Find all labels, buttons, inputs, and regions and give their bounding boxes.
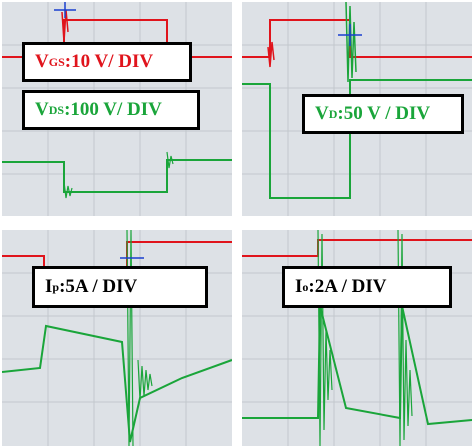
label-ip-text: :5A / DIV: [59, 276, 138, 297]
label-vd-text: :50 V / DIV: [337, 103, 431, 124]
cursor-marker: [54, 2, 76, 18]
label-vds-text: :100 V/ DIV: [64, 99, 162, 120]
label-vd-name: V: [315, 103, 329, 124]
vds-ringing: [63, 151, 174, 199]
io-trace: [242, 305, 472, 426]
label-ip-name: I: [45, 276, 53, 297]
ip-ringing: [126, 230, 153, 446]
label-io-name: I: [295, 276, 303, 297]
scope-trace-bottom-right: [242, 230, 472, 446]
vd-trace: [242, 79, 472, 199]
label-vd-sub: D: [328, 106, 338, 121]
vgs-trace: [242, 19, 472, 58]
label-io-sub: o: [302, 279, 309, 294]
label-vds-sub: DS: [48, 102, 65, 117]
io-ringing: [317, 230, 413, 446]
label-vgs-name: V: [35, 51, 49, 72]
label-vgs-text: :10 V/ DIV: [64, 51, 154, 72]
vgs-trace: [242, 239, 472, 257]
scope-trace-bottom-left: [2, 230, 232, 446]
ip-trace: [2, 324, 232, 443]
label-ip-sub: p: [52, 279, 60, 294]
vgs-spike: [61, 9, 69, 43]
label-vgs-sub: GS: [48, 54, 65, 69]
vgs-spike: [267, 41, 275, 68]
label-io-text: :2A / DIV: [308, 276, 387, 297]
panel-top-left: V GS :10 V/ DIV V DS :100 V/ DIV: [2, 2, 232, 216]
label-vds-name: V: [35, 99, 49, 120]
label-vgs: V GS :10 V/ DIV: [22, 42, 192, 82]
vd-spike: [345, 2, 357, 83]
vds-trace: [2, 159, 232, 193]
label-vds: V DS :100 V/ DIV: [22, 90, 200, 130]
cursor-marker: [338, 24, 362, 46]
